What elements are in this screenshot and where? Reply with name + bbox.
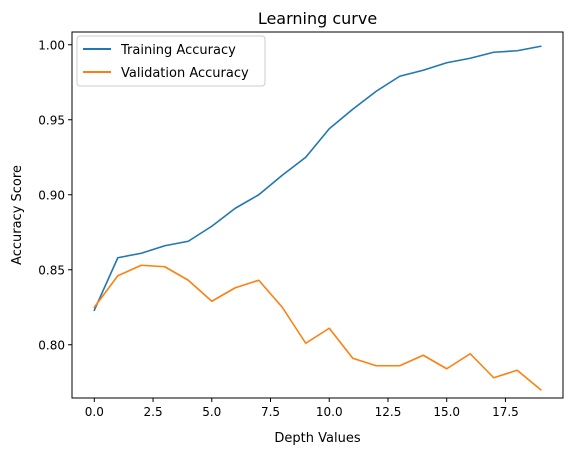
x-tick-label: 5.0: [202, 405, 221, 419]
y-tick-label: 0.80: [38, 338, 65, 352]
series-line-training: [93, 45, 542, 312]
y-tick-label: 0.90: [38, 188, 65, 202]
legend-label-training: Training Accuracy: [120, 43, 236, 58]
axes-frame: [71, 31, 564, 399]
x-axis-ticks: 0.0 2.5 5.0 7.5 10.0 12.5 15.0 17.5: [85, 398, 519, 419]
y-axis-ticks: 0.80 0.85 0.90 0.95 1.00: [38, 38, 72, 352]
x-tick-label: 0.0: [85, 405, 104, 419]
legend: Training Accuracy Validation Accuracy: [76, 35, 266, 87]
y-axis-label: Accuracy Score: [10, 165, 25, 265]
y-tick-label: 0.85: [38, 263, 65, 277]
series-line-validation: [93, 264, 542, 391]
x-tick-label: 15.0: [433, 405, 460, 419]
chart-title: Learning curve: [258, 9, 377, 28]
y-tick-label: 1.00: [38, 38, 65, 52]
x-tick-label: 7.5: [261, 405, 280, 419]
legend-label-validation: Validation Accuracy: [121, 66, 249, 81]
x-tick-label: 12.5: [375, 405, 402, 419]
y-tick-label: 0.95: [38, 113, 65, 127]
x-tick-label: 2.5: [144, 405, 163, 419]
plot-area: [93, 45, 542, 391]
x-tick-label: 17.5: [492, 405, 519, 419]
x-tick-label: 10.0: [316, 405, 343, 419]
x-axis-label: Depth Values: [274, 431, 360, 446]
legend-box: [76, 35, 266, 87]
